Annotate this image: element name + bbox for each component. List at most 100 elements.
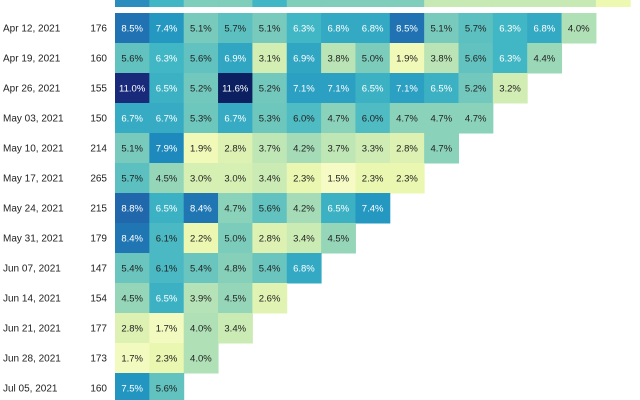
cell-value: 6.8% [327, 24, 349, 35]
cell-value: 6.3% [499, 24, 521, 35]
cell-value: 5.6% [121, 54, 143, 65]
cell-value: 6.1% [156, 264, 178, 275]
heatmap-cell [424, 133, 459, 164]
cell-value: 8.5% [121, 24, 143, 35]
cell-value: 5.4% [121, 264, 143, 275]
heatmap-cell [218, 163, 253, 194]
heatmap-cell [321, 73, 356, 104]
cell-value: 3.1% [259, 54, 281, 65]
cell-value: 7.1% [327, 84, 349, 95]
cohort-size: 179 [90, 234, 107, 245]
cell-value: 8.4% [121, 234, 143, 245]
cell-value: 3.2% [499, 84, 521, 95]
heatmap-cell [321, 43, 356, 74]
heatmap-cell [218, 313, 253, 344]
cell-value: 4.8% [224, 264, 246, 275]
heatmap-cell [218, 193, 253, 224]
heatmap-cell [424, 43, 459, 74]
cell-value: 5.2% [465, 84, 487, 95]
cell-value: 7.9% [156, 144, 178, 155]
cell-value: 2.3% [293, 174, 315, 185]
heatmap-cell [389, 43, 425, 74]
heatmap-cell [115, 43, 150, 74]
cell-value: 2.8% [259, 234, 281, 245]
heatmap-cell [115, 343, 150, 374]
cell-value: 4.0% [190, 324, 212, 335]
heatmap-cell [355, 43, 391, 74]
cell-value: 5.0% [362, 54, 384, 65]
cell-value: 5.6% [190, 54, 212, 65]
cell-value: 8.8% [121, 204, 143, 215]
cohort-size: 155 [90, 84, 107, 95]
cell-value: 6.5% [156, 84, 178, 95]
heatmap-cell [252, 283, 288, 314]
heatmap-cell [149, 43, 185, 74]
heatmap-cell [183, 313, 219, 344]
cell-value: 5.1% [190, 24, 212, 35]
heatmap-cell [252, 253, 288, 284]
heatmap-cell [115, 253, 150, 284]
cohort-size: 176 [90, 24, 107, 35]
cell-value: 4.7% [327, 114, 349, 125]
cell-value: 5.4% [259, 264, 281, 275]
heatmap-cell [183, 43, 219, 74]
heatmap-cell-partial [183, 0, 219, 7]
heatmap-cell [252, 163, 288, 194]
cell-value: 3.4% [293, 234, 315, 245]
cell-value: 5.7% [224, 24, 246, 35]
heatmap-cell-partial [389, 0, 425, 7]
heatmap-cell [355, 13, 391, 44]
heatmap-cell [424, 13, 459, 44]
cell-value: 5.7% [121, 174, 143, 185]
cell-value: 2.8% [121, 324, 143, 335]
cohort-size: 215 [90, 204, 107, 215]
row-label: Apr 19, 2021 [3, 54, 61, 65]
row-label: May 10, 2021 [3, 144, 64, 155]
heatmap-cell [115, 283, 150, 314]
heatmap-cell [492, 13, 528, 44]
cell-value: 4.5% [156, 174, 178, 185]
heatmap-cell [218, 283, 253, 314]
row-label: Jun 21, 2021 [3, 324, 61, 335]
cell-value: 6.5% [156, 294, 178, 305]
heatmap-cell [527, 43, 563, 74]
heatmap-cell [355, 133, 391, 164]
heatmap-cell [252, 223, 288, 254]
cell-value: 5.2% [190, 84, 212, 95]
heatmap-cell [115, 193, 150, 224]
cell-value: 4.2% [293, 204, 315, 215]
heatmap-cell-partial [527, 0, 563, 7]
cell-value: 6.7% [156, 114, 178, 125]
heatmap-cell-partial [355, 0, 391, 7]
cell-value: 6.0% [293, 114, 315, 125]
heatmap-cell [389, 103, 425, 134]
heatmap-cell [115, 73, 150, 104]
heatmap-cell [149, 343, 185, 374]
row-label: May 03, 2021 [3, 114, 64, 125]
cell-value: 6.1% [156, 234, 178, 245]
heatmap-cell [286, 133, 322, 164]
cell-value: 5.4% [190, 264, 212, 275]
cell-value: 3.0% [190, 174, 212, 185]
cell-value: 1.7% [121, 354, 143, 365]
heatmap-cell [286, 13, 322, 44]
cell-value: 5.7% [465, 24, 487, 35]
cell-value: 2.3% [156, 354, 178, 365]
heatmap-cell [252, 13, 288, 44]
heatmap-cell-partial [595, 0, 631, 7]
cell-value: 3.4% [259, 174, 281, 185]
heatmap-cell-partial [561, 0, 597, 7]
heatmap-cell [149, 253, 185, 284]
heatmap-cell-partial [492, 0, 528, 7]
cell-value: 3.8% [430, 54, 452, 65]
cell-value: 4.7% [396, 114, 418, 125]
cell-value: 6.5% [156, 204, 178, 215]
cohort-size: 173 [90, 354, 107, 365]
cell-value: 11.6% [222, 84, 249, 95]
cell-value: 4.0% [568, 24, 590, 35]
cohort-size: 265 [90, 174, 107, 185]
heatmap-cell [183, 163, 219, 194]
cell-value: 1.9% [396, 54, 418, 65]
cell-value: 6.7% [224, 114, 246, 125]
